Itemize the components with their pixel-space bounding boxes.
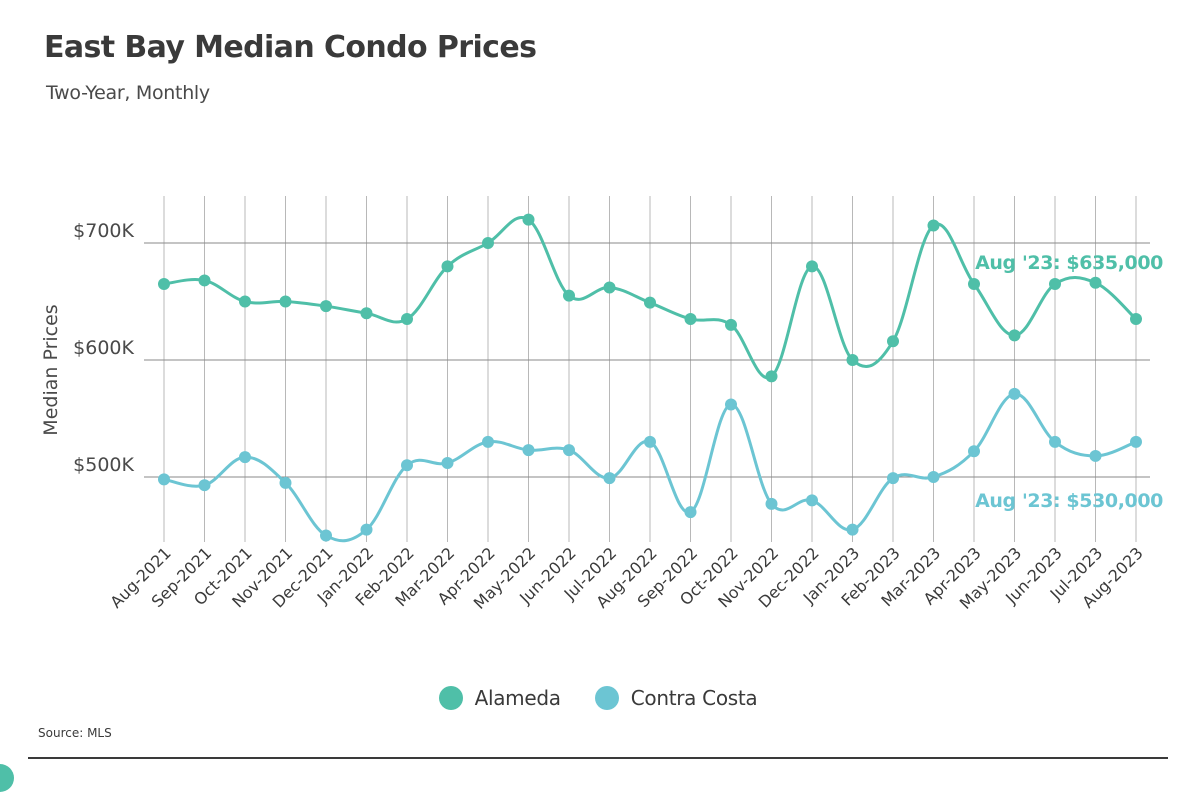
data-point-contra-costa	[806, 494, 818, 507]
data-point-alameda	[1049, 277, 1061, 290]
data-point-alameda	[482, 237, 494, 249]
data-point-contra-costa	[198, 479, 211, 492]
y-tick-label: $500K	[73, 454, 134, 476]
data-point-alameda	[563, 289, 575, 302]
data-point-alameda	[401, 313, 413, 326]
data-point-alameda	[1130, 313, 1142, 326]
data-point-alameda	[603, 281, 616, 294]
data-point-contra-costa	[725, 398, 737, 411]
data-point-alameda	[279, 295, 292, 308]
data-point-contra-costa	[1130, 435, 1142, 448]
data-point-contra-costa	[765, 497, 778, 510]
data-point-alameda	[1008, 329, 1021, 342]
data-point-contra-costa	[1008, 387, 1021, 400]
data-point-contra-costa	[441, 456, 454, 469]
data-point-contra-costa	[684, 506, 697, 519]
data-point-contra-costa	[360, 523, 373, 536]
data-point-contra-costa	[239, 451, 251, 464]
data-point-contra-costa	[644, 435, 656, 448]
data-point-alameda	[765, 370, 778, 383]
data-point-alameda	[806, 260, 818, 273]
data-point-alameda	[239, 295, 251, 308]
end-label-contra-costa: Aug '23: $530,000	[975, 490, 1163, 512]
data-point-alameda	[158, 277, 170, 290]
chart-title: East Bay Median Condo Prices	[44, 30, 537, 65]
data-point-alameda	[887, 335, 899, 348]
legend-swatch-contra-costa	[594, 686, 619, 710]
data-point-contra-costa	[563, 444, 575, 457]
legend-item-contra-costa[interactable]: Contra Costa	[594, 686, 758, 710]
data-point-alameda	[1089, 276, 1102, 289]
data-point-contra-costa	[320, 529, 332, 542]
y-tick-label: $600K	[73, 337, 134, 359]
data-point-alameda	[644, 296, 656, 309]
y-tick-label: $700K	[73, 220, 134, 242]
y-axis-title: Median Prices	[40, 304, 62, 435]
end-label-alameda: Aug '23: $635,000	[975, 252, 1163, 274]
data-point-alameda	[684, 313, 697, 326]
data-point-contra-costa	[1089, 449, 1102, 462]
data-point-alameda	[846, 354, 859, 366]
data-point-contra-costa	[968, 445, 980, 458]
data-point-contra-costa	[927, 471, 940, 483]
legend-item-alameda[interactable]: Alameda	[438, 686, 561, 710]
data-point-alameda	[725, 318, 737, 331]
legend: Alameda Contra Costa	[0, 686, 1196, 710]
chart-subtitle: Two-Year, Monthly	[46, 82, 210, 104]
data-point-contra-costa	[603, 472, 616, 485]
data-point-alameda	[927, 219, 940, 232]
legend-label-contra-costa: Contra Costa	[630, 686, 758, 710]
source-note: Source: MLS	[38, 726, 112, 740]
data-point-alameda	[360, 307, 373, 320]
data-point-alameda	[198, 274, 211, 287]
data-point-contra-costa	[279, 476, 292, 489]
footer-divider	[28, 757, 1168, 759]
data-point-contra-costa	[846, 523, 859, 536]
data-point-alameda	[522, 213, 535, 226]
legend-label-alameda: Alameda	[474, 686, 561, 710]
data-point-alameda	[320, 300, 332, 313]
data-point-contra-costa	[482, 435, 494, 448]
data-point-alameda	[968, 277, 980, 290]
data-point-contra-costa	[401, 459, 413, 472]
data-point-alameda	[441, 260, 454, 273]
data-point-contra-costa	[522, 444, 535, 457]
data-point-contra-costa	[1049, 435, 1061, 448]
data-point-contra-costa	[887, 472, 899, 485]
data-point-contra-costa	[158, 473, 170, 486]
legend-swatch-alameda	[438, 686, 463, 710]
